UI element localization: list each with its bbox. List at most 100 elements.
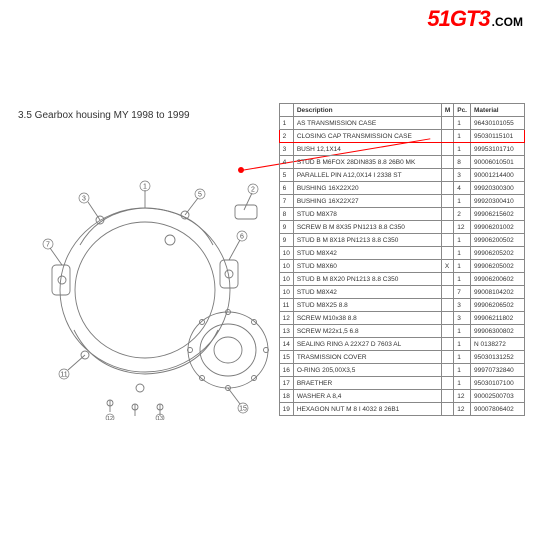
cell-pc: 3 xyxy=(454,169,471,182)
cell-idx: 9 xyxy=(279,221,293,234)
cell-pc: 1 xyxy=(454,247,471,260)
svg-text:11: 11 xyxy=(60,372,67,379)
col-header-description: Description xyxy=(293,104,441,117)
cell-mat: 90001214400 xyxy=(471,169,525,182)
cell-desc: HEXAGON NUT M 8 I 4032 8 26B1 xyxy=(293,403,441,416)
cell-desc: STUD B M 8X20 PN1213 8.8 C350 xyxy=(293,273,441,286)
cell-pc: 1 xyxy=(454,325,471,338)
cell-m xyxy=(441,117,453,130)
table-row: 14SEALING RING A 22X27 D 7603 AL1N 01382… xyxy=(279,338,524,351)
cell-pc: 7 xyxy=(454,286,471,299)
table-row: 7BUSHING 16X22X27199920300410 xyxy=(279,195,524,208)
table-row: 5PARALLEL PIN A12,0X14 I 2338 ST39000121… xyxy=(279,169,524,182)
cell-mat: 95030115101 xyxy=(471,130,525,143)
cell-desc: STUD B M6FOX 28DIN835 8.8 26B0 MK xyxy=(293,156,441,169)
table-row: 16O-RING 205,00X3,5199970732840 xyxy=(279,364,524,377)
cell-m xyxy=(441,169,453,182)
table-row: 1AS TRANSMISSION CASE196430101055 xyxy=(279,117,524,130)
cell-mat: 99920300410 xyxy=(471,195,525,208)
cell-idx: 17 xyxy=(279,377,293,390)
cell-idx: 6 xyxy=(279,182,293,195)
cell-pc: 12 xyxy=(454,403,471,416)
cell-idx: 5 xyxy=(279,169,293,182)
cell-idx: 10 xyxy=(279,260,293,273)
cell-m xyxy=(441,208,453,221)
cell-pc: 1 xyxy=(454,364,471,377)
cell-pc: 8 xyxy=(454,156,471,169)
cell-idx: 19 xyxy=(279,403,293,416)
cell-m xyxy=(441,247,453,260)
cell-mat: 96430101055 xyxy=(471,117,525,130)
cell-pc: 1 xyxy=(454,117,471,130)
cell-mat: 99970732840 xyxy=(471,364,525,377)
cell-mat: 99906215602 xyxy=(471,208,525,221)
svg-text:12: 12 xyxy=(107,416,113,420)
section-title: 3.5 Gearbox housing MY 1998 to 1999 xyxy=(18,110,190,121)
cell-mat: 95030107100 xyxy=(471,377,525,390)
cell-pc: 1 xyxy=(454,234,471,247)
cell-mat: 99008104202 xyxy=(471,286,525,299)
cell-desc: BRAETHER xyxy=(293,377,441,390)
table-row: 17BRAETHER 195030107100 xyxy=(279,377,524,390)
cell-mat: 90002500703 xyxy=(471,390,525,403)
svg-text:3: 3 xyxy=(82,196,86,203)
cell-m xyxy=(441,221,453,234)
logo-suffix: .COM xyxy=(492,15,523,29)
cell-desc: WASHER A 8,4 xyxy=(293,390,441,403)
cell-mat: 95030131252 xyxy=(471,351,525,364)
cell-m xyxy=(441,338,453,351)
cell-desc: TRASMISSION COVER xyxy=(293,351,441,364)
cell-pc: 1 xyxy=(454,377,471,390)
table-row: 9STUD B M 8X18 PN1213 8.8 C3501999062005… xyxy=(279,234,524,247)
cell-mat: N 0138272 xyxy=(471,338,525,351)
cell-mat: 99906201002 xyxy=(471,221,525,234)
cell-m xyxy=(441,299,453,312)
cell-idx: 16 xyxy=(279,364,293,377)
svg-text:15: 15 xyxy=(239,406,247,413)
cell-desc: STUD M8X25 8.8 xyxy=(293,299,441,312)
brand-logo: 51GT3.COM xyxy=(427,6,523,32)
cell-idx: 10 xyxy=(279,247,293,260)
col-header-pc: Pc. xyxy=(454,104,471,117)
cell-idx: 9 xyxy=(279,234,293,247)
table-row: 10STUD B M 8X20 PN1213 8.8 C350199906200… xyxy=(279,273,524,286)
cell-m xyxy=(441,156,453,169)
cell-desc: STUD M8X60 xyxy=(293,260,441,273)
cell-mat: 99906211802 xyxy=(471,312,525,325)
cell-pc: 1 xyxy=(454,273,471,286)
cell-desc: SCREW M22x1,5 6.8 xyxy=(293,325,441,338)
table-row: 3BUSH 12,1X14199953101710 xyxy=(279,143,524,156)
table-row: 18WASHER A 8,4 1290002500703 xyxy=(279,390,524,403)
parts-table: Description M Pc. Material 1AS TRANSMISS… xyxy=(279,103,525,416)
cell-m xyxy=(441,390,453,403)
cell-desc: SEALING RING A 22X27 D 7603 AL xyxy=(293,338,441,351)
cell-pc: 12 xyxy=(454,390,471,403)
cell-m xyxy=(441,312,453,325)
cell-mat: 90007806402 xyxy=(471,403,525,416)
cell-m xyxy=(441,273,453,286)
table-row: 11STUD M8X25 8.8399906206502 xyxy=(279,299,524,312)
col-header-m: M xyxy=(441,104,453,117)
cell-m xyxy=(441,234,453,247)
table-row: 10STUD M8X60X199906205002 xyxy=(279,260,524,273)
cell-desc: STUD M8X78 xyxy=(293,208,441,221)
cell-pc: 1 xyxy=(454,338,471,351)
cell-m xyxy=(441,286,453,299)
cell-pc: 4 xyxy=(454,182,471,195)
cell-idx: 10 xyxy=(279,273,293,286)
cell-idx: 2 xyxy=(279,130,293,143)
cell-idx: 18 xyxy=(279,390,293,403)
logo-main: 51GT3 xyxy=(427,6,489,31)
cell-mat: 99906205202 xyxy=(471,247,525,260)
cell-desc: CLOSING CAP TRANSMISSION CASE xyxy=(293,130,441,143)
table-row: 19HEXAGON NUT M 8 I 4032 8 26B1 129000780… xyxy=(279,403,524,416)
cell-idx: 10 xyxy=(279,286,293,299)
cell-pc: 1 xyxy=(454,195,471,208)
cell-mat: 99906200502 xyxy=(471,234,525,247)
svg-text:1: 1 xyxy=(143,184,147,191)
cell-mat: 99920300300 xyxy=(471,182,525,195)
table-row: 15TRASMISSION COVER195030131252 xyxy=(279,351,524,364)
gearbox-diagram: 1 2 3 5 7 6 11 15 12 13 xyxy=(40,160,300,420)
cell-m: X xyxy=(441,260,453,273)
cell-idx: 12 xyxy=(279,312,293,325)
